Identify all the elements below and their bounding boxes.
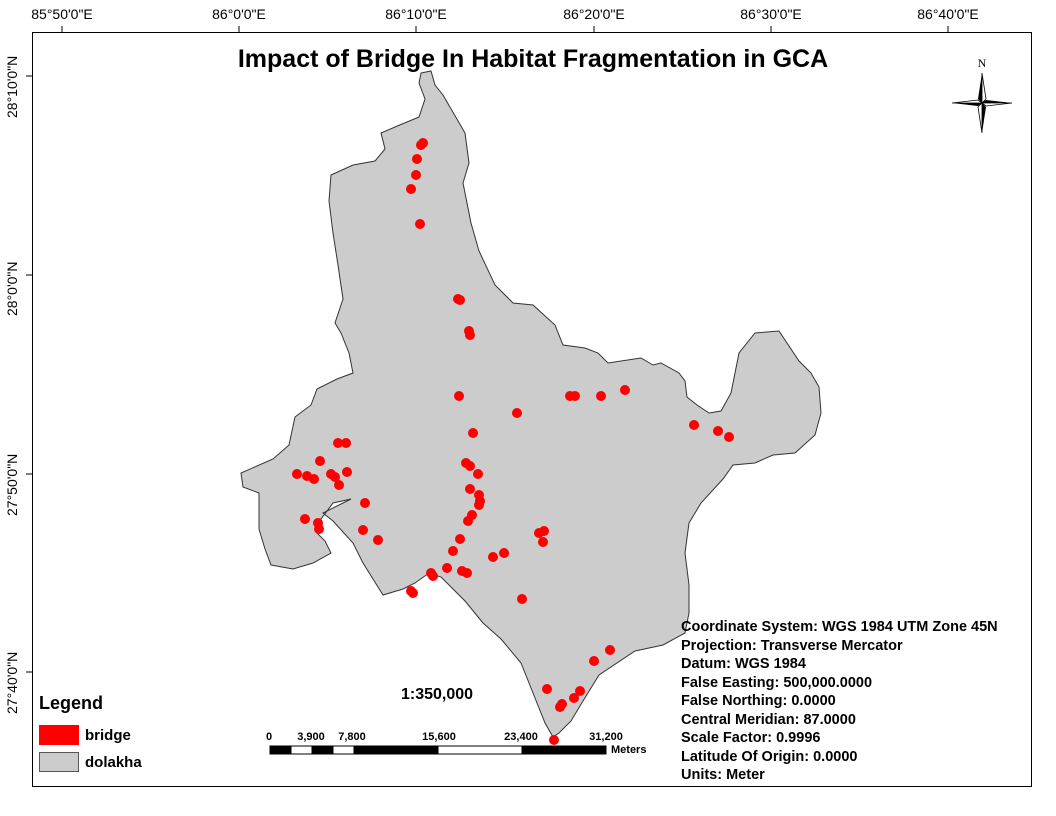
bridge-point[interactable] [341,438,351,448]
map-canvas: N [240,56,1013,755]
bridge-point[interactable] [408,588,418,598]
bridge-point[interactable] [333,438,343,448]
bridge-point[interactable] [620,385,630,395]
bridge-point[interactable] [465,484,475,494]
bridge-point[interactable] [596,391,606,401]
longitude-label: 86°30'0"E [740,6,802,22]
bridge-point[interactable] [406,184,416,194]
scale-bar-label: 7,800 [338,731,366,743]
bridge-point[interactable] [448,546,458,556]
bridge-point[interactable] [605,645,615,655]
bridge-point[interactable] [342,467,352,477]
legend-swatch-dolakha [39,752,79,772]
map-frame: Impact of Bridge In Habitat Fragmentatio… [32,32,1032,787]
bridge-point[interactable] [542,684,552,694]
bridge-point[interactable] [334,480,344,490]
bridge-point[interactable] [330,472,340,482]
bridge-point[interactable] [292,469,302,479]
bridge-point[interactable] [411,170,421,180]
bridge-point[interactable] [315,456,325,466]
bridge-point[interactable] [454,391,464,401]
bridge-point[interactable] [555,702,565,712]
bridge-point[interactable] [539,526,549,536]
bridge-point[interactable] [309,474,319,484]
projection-info: Coordinate System: WGS 1984 UTM Zone 45N… [681,618,998,785]
bridge-point[interactable] [689,420,699,430]
longitude-label: 86°20'0"E [563,6,625,22]
projection-line: Projection: Transverse Mercator [681,637,903,654]
dolakha-district[interactable] [240,70,822,738]
projection-line: Units: Meter [681,767,765,783]
bridge-point[interactable] [415,219,425,229]
bridge-point[interactable] [468,428,478,438]
longitude-label: 86°0'0"E [212,6,266,22]
legend-title: Legend [39,693,104,713]
bridge-point[interactable] [463,516,473,526]
scale-bar-label: 31,200 [589,731,623,743]
bridge-point[interactable] [373,535,383,545]
bridge-point[interactable] [569,693,579,703]
legend-label: bridge [85,726,131,744]
bridge-point[interactable] [713,426,723,436]
bridge-point[interactable] [724,432,734,442]
bridge-point[interactable] [462,568,472,578]
legend-label: dolakha [85,753,142,771]
bridge-layer [292,138,734,745]
scale-bar-units: Meters [611,744,647,756]
bridge-point[interactable] [512,408,522,418]
longitude-label: 85°50'0"E [31,6,93,22]
bridge-point[interactable] [570,391,580,401]
north-label: N [978,56,987,70]
bridge-point[interactable] [575,686,585,696]
scale-bar-label: 3,900 [297,731,325,743]
bridge-point[interactable] [300,514,310,524]
longitude-label: 86°10'0"E [385,6,447,22]
bridge-point[interactable] [455,295,465,305]
longitude-label: 86°40'0"E [917,6,979,22]
projection-line: False Northing: 0.0000 [681,693,836,709]
north-arrow-icon: N [951,56,1013,134]
projection-line: Datum: WGS 1984 [681,656,806,672]
bridge-point[interactable] [549,735,559,745]
bridge-point[interactable] [412,154,422,164]
projection-line: Latitude Of Origin: 0.0000 [681,748,858,765]
scale-bar-label: 15,600 [422,731,456,743]
bridge-point[interactable] [360,498,370,508]
bridge-point[interactable] [589,656,599,666]
bridge-point[interactable] [538,537,548,547]
bridge-point[interactable] [455,534,465,544]
scale-bar [269,745,607,755]
bridge-point[interactable] [442,563,452,573]
bridge-point[interactable] [488,552,498,562]
bridge-point[interactable] [517,594,527,604]
scale-bar-label: 0 [265,731,273,743]
bridge-point[interactable] [416,140,426,150]
bridge-point[interactable] [473,469,483,479]
legend-swatch-bridge [39,725,79,745]
bridge-point[interactable] [314,524,324,534]
bridge-point[interactable] [465,461,475,471]
projection-line: False Easting: 500,000.0000 [681,674,873,691]
projection-line: Scale Factor: 0.9996 [681,730,821,746]
legend-item-bridge: bridge [39,725,131,745]
bridge-point[interactable] [358,525,368,535]
bridge-point[interactable] [465,330,475,340]
scale-bar-label: 23,400 [504,731,538,743]
bridge-point[interactable] [499,548,509,558]
projection-line: Coordinate System: WGS 1984 UTM Zone 45N [681,619,998,635]
representative-fraction: 1:350,000 [401,686,474,703]
legend-item-dolakha: dolakha [39,752,142,772]
bridge-point[interactable] [428,571,438,581]
bridge-point[interactable] [474,500,484,510]
projection-line: Central Meridian: 87.0000 [681,711,856,728]
map-title: Impact of Bridge In Habitat Fragmentatio… [237,45,829,73]
